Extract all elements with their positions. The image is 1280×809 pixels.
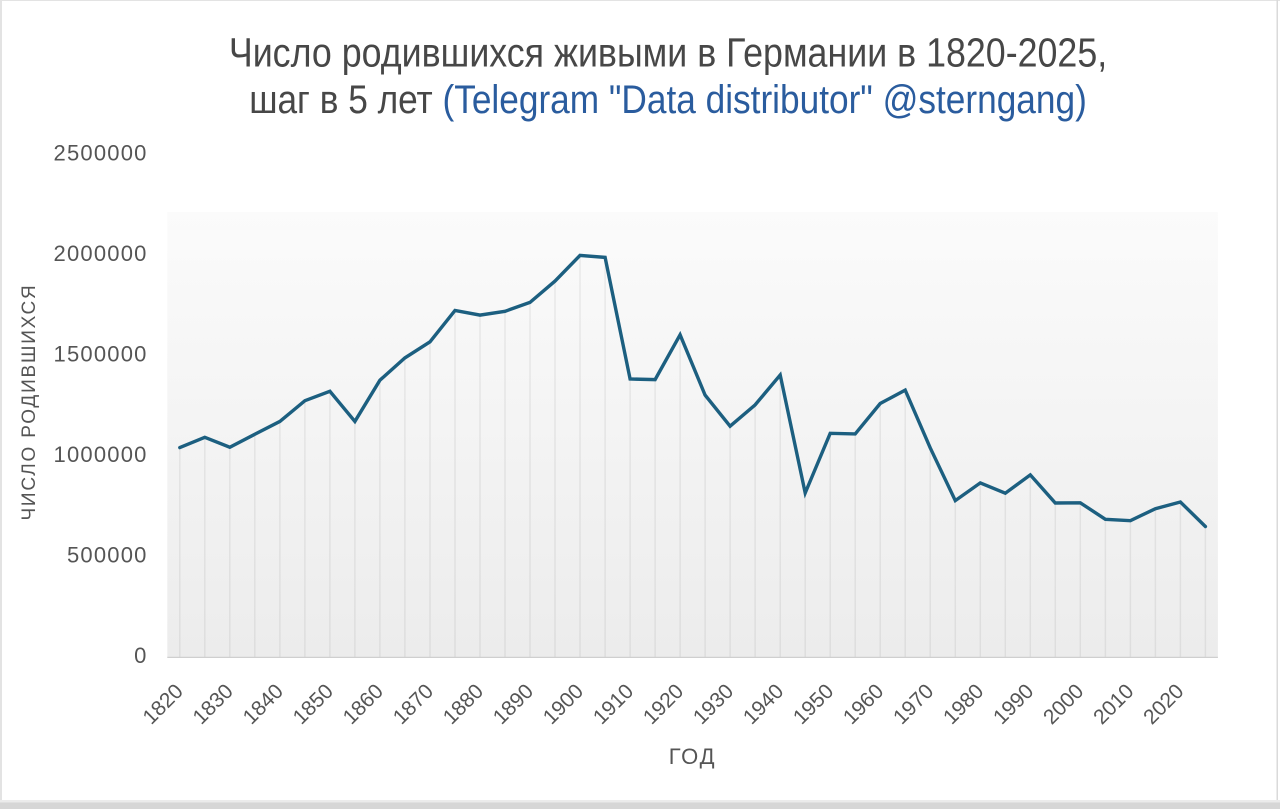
svg-text:шаг в 5 лет (Telegram "Data di: шаг в 5 лет (Telegram "Data distributor"… [249, 78, 1087, 123]
svg-text:ЧИСЛО РОДИВШИХСЯ: ЧИСЛО РОДИВШИХСЯ [19, 283, 40, 520]
svg-text:1000000: 1000000 [54, 442, 148, 467]
svg-text:1500000: 1500000 [54, 342, 148, 367]
svg-text:2000000: 2000000 [54, 241, 148, 266]
svg-text:ГОД: ГОД [669, 744, 717, 769]
svg-text:2500000: 2500000 [54, 141, 148, 166]
svg-text:0: 0 [134, 643, 147, 668]
svg-text:500000: 500000 [67, 543, 148, 568]
svg-text:Число родившихся живыми в Герм: Число родившихся живыми в Германии в 182… [229, 32, 1107, 76]
